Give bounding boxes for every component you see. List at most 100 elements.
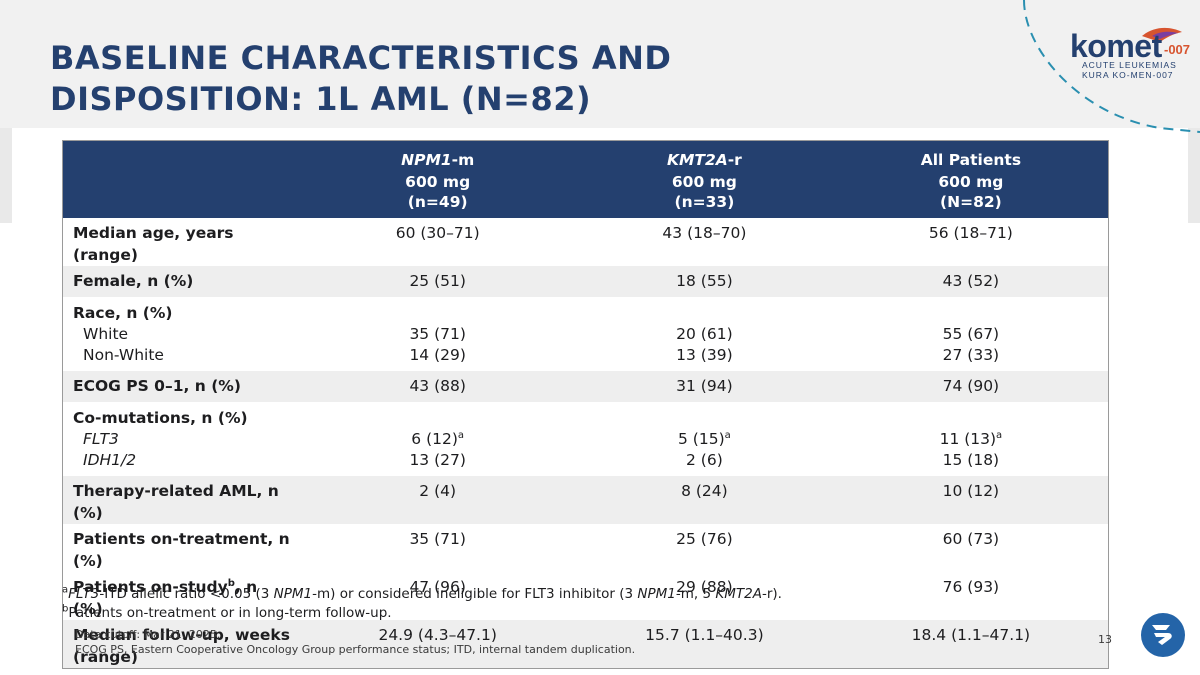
table-row-ecog: ECOG PS 0–1, n (%) 43 (88) 31 (94) 74 (9… [62, 371, 1109, 402]
header-all-rest: All Patients [920, 151, 1022, 169]
cell-all: 43 (52) [833, 266, 1109, 297]
row-label: Female, n (%) [62, 266, 301, 297]
cell-npm1: 6 (12)a 13 (27) [300, 402, 575, 476]
row-label: Patients on-study [73, 578, 228, 596]
row-label-cell: Patients on-study b , n (%) [63, 572, 301, 620]
header-npm1-dose: 600 mg [405, 173, 471, 191]
value-white: 55 (67) [942, 325, 1000, 343]
cell-npm1: 35 (71) [409, 530, 466, 548]
row-label-cell: Co-mutations, n (%) FLT3 IDH1/2 [63, 402, 301, 476]
value-nonwhite: 13 (39) [676, 346, 733, 364]
cell-all: 60 (73) [942, 530, 1000, 548]
footnote-a: aFLT3-ITD allelic ratio <0.05 (3 NPM1-m)… [62, 585, 782, 604]
table-row-therapy-related: Therapy-related AML, n (%) 2 (4) 8 (24) … [62, 476, 1109, 524]
title-line-1: BASELINE CHARACTERISTICS AND [50, 39, 672, 77]
footnote-b: bPatients on-treatment or in long-term f… [62, 604, 782, 623]
table-row-race: Race, n (%) White Non-White 35 (71) 14 (… [63, 297, 1109, 371]
baseline-table: NPM1-m 600 mg (n=49) KMT2A-r 600 mg (n=3… [62, 140, 1109, 669]
sub-label-idh: IDH1/2 [83, 451, 137, 469]
value-white: 35 (71) [409, 325, 466, 343]
slide-title: BASELINE CHARACTERISTICS AND DISPOSITION… [50, 38, 671, 120]
row-label: Median follow-up, weeks (range) [62, 620, 301, 669]
cell-kmt2a: 31 (94) [575, 371, 834, 402]
page-number: 13 [1098, 633, 1112, 646]
footnote-text: -m) or considered ineligible for FLT3 in… [312, 586, 638, 602]
komet-logo: komet -007 ACUTE LEUKEMIAS KURA KO-MEN-0… [1020, 0, 1200, 140]
value-flt3: 5 (15) [678, 430, 725, 448]
data-cutoff-note: Data cutoff: Mar 21, 2025. ECOG PS, East… [75, 627, 635, 657]
value-idh: 13 (27) [409, 451, 466, 469]
cell-kmt2a: 29 (88) [676, 578, 733, 596]
value-idh: 2 (6) [686, 451, 723, 469]
table-row-female: Female, n (%) 25 (51) 18 (55) 43 (52) [62, 266, 1109, 297]
row-label: Median age, years (range) [73, 224, 234, 264]
cell-all: 76 (93) [942, 578, 1000, 596]
cell-all: 74 (90) [833, 371, 1109, 402]
footnote-text: KMT2A [715, 586, 762, 602]
header-all-dose: 600 mg [938, 173, 1004, 191]
sub-label-nonwhite: Non-White [83, 346, 164, 364]
footnote-text: NPM1 [273, 586, 313, 602]
footnote-a-marker: a [62, 584, 69, 596]
cell-kmt2a: 15.7 (1.1–40.3) [575, 620, 834, 669]
footnotes: aFLT3-ITD allelic ratio <0.05 (3 NPM1-m)… [62, 585, 782, 623]
sub-label-white: White [83, 325, 129, 343]
kura-logo-icon [1141, 613, 1185, 657]
row-label: Race, n (%) [73, 304, 173, 322]
header-blank [62, 140, 301, 218]
row-label-suffix: , n (%) [73, 578, 258, 618]
cell-npm1: 43 (88) [300, 371, 576, 402]
cell-all: 18.4 (1.1–47.1) [833, 620, 1109, 669]
cell-kmt2a: 25 (76) [676, 530, 733, 548]
footnote-marker-a: a [724, 429, 731, 441]
logo-suffix: -007 [1164, 42, 1191, 57]
cutoff-line-2: ECOG PS, Eastern Cooperative Oncology Gr… [75, 643, 636, 656]
table-header-row: NPM1-m 600 mg (n=49) KMT2A-r 600 mg (n=3… [62, 140, 1109, 218]
cell-kmt2a: 20 (61) 13 (39) [575, 297, 834, 371]
header-all: All Patients 600 mg (N=82) [833, 140, 1109, 218]
side-band-right [1188, 128, 1200, 223]
logo-subtitle: ACUTE LEUKEMIAS KURA KO-MEN-007 [1082, 60, 1177, 80]
cell-npm1: 47 (96) [409, 578, 466, 596]
cell-npm1: 60 (30–71) [395, 224, 480, 242]
cell-kmt2a: 43 (18–70) [662, 224, 747, 242]
row-label: Co-mutations, n (%) [73, 409, 248, 427]
value-nonwhite: 14 (29) [409, 346, 466, 364]
sub-label-flt3: FLT3 [83, 430, 119, 448]
footnote-marker-a: a [457, 429, 465, 441]
cell-kmt2a: 18 (55) [575, 266, 834, 297]
footnote-text: Patients on-treatment or in long-term fo… [68, 605, 392, 621]
footnote-b-marker: b [62, 603, 69, 615]
cell-all: 11 (13)a 15 (18) [834, 402, 1109, 476]
header-kmt2a-rest: -r [727, 151, 742, 169]
table-row-followup: Median follow-up, weeks (range) 24.9 (4.… [62, 620, 1109, 669]
row-label: Therapy-related AML, n (%) [62, 476, 301, 524]
header-band [0, 0, 1200, 128]
header-npm1-n: (n=49) [407, 193, 468, 211]
logo-flame-icon [1142, 27, 1182, 42]
cell-npm1: 25 (51) [300, 266, 576, 297]
value-idh: 15 (18) [942, 451, 1000, 469]
row-label: Patients on-treatment, n (%) [73, 530, 290, 570]
table-row-on-treatment: Patients on-treatment, n (%) 35 (71) 25 … [63, 524, 1109, 572]
footnote-text: -r). [761, 586, 782, 602]
header-npm1-italic: NPM1 [401, 151, 452, 169]
footnote-text: NPM1 [637, 586, 676, 602]
cell-kmt2a: 8 (24) [575, 476, 834, 524]
cell-npm1: 35 (71) 14 (29) [300, 297, 575, 371]
logo-sub-line-2: KURA KO-MEN-007 [1082, 70, 1174, 80]
header-kmt2a-dose: 600 mg [671, 173, 737, 191]
cell-all: 55 (67) 27 (33) [834, 297, 1109, 371]
logo-wordmark: komet [1070, 28, 1162, 64]
footnote-marker-a: a [996, 429, 1003, 441]
logo-sub-line-1: ACUTE LEUKEMIAS [1082, 60, 1177, 70]
value-flt3: 6 (12) [411, 430, 458, 448]
header-kmt2a-n: (n=33) [674, 193, 735, 211]
header-kmt2a: KMT2A-r 600 mg (n=33) [575, 140, 834, 218]
header-npm1: NPM1-m 600 mg (n=49) [300, 140, 576, 218]
header-npm1-rest: -m [451, 151, 475, 169]
cell-npm1: 2 (4) [300, 476, 576, 524]
cell-all: 10 (12) [833, 476, 1109, 524]
value-white: 20 (61) [676, 325, 733, 343]
table-row-median-age: Median age, years (range) 60 (30–71) 43 … [63, 218, 1109, 266]
